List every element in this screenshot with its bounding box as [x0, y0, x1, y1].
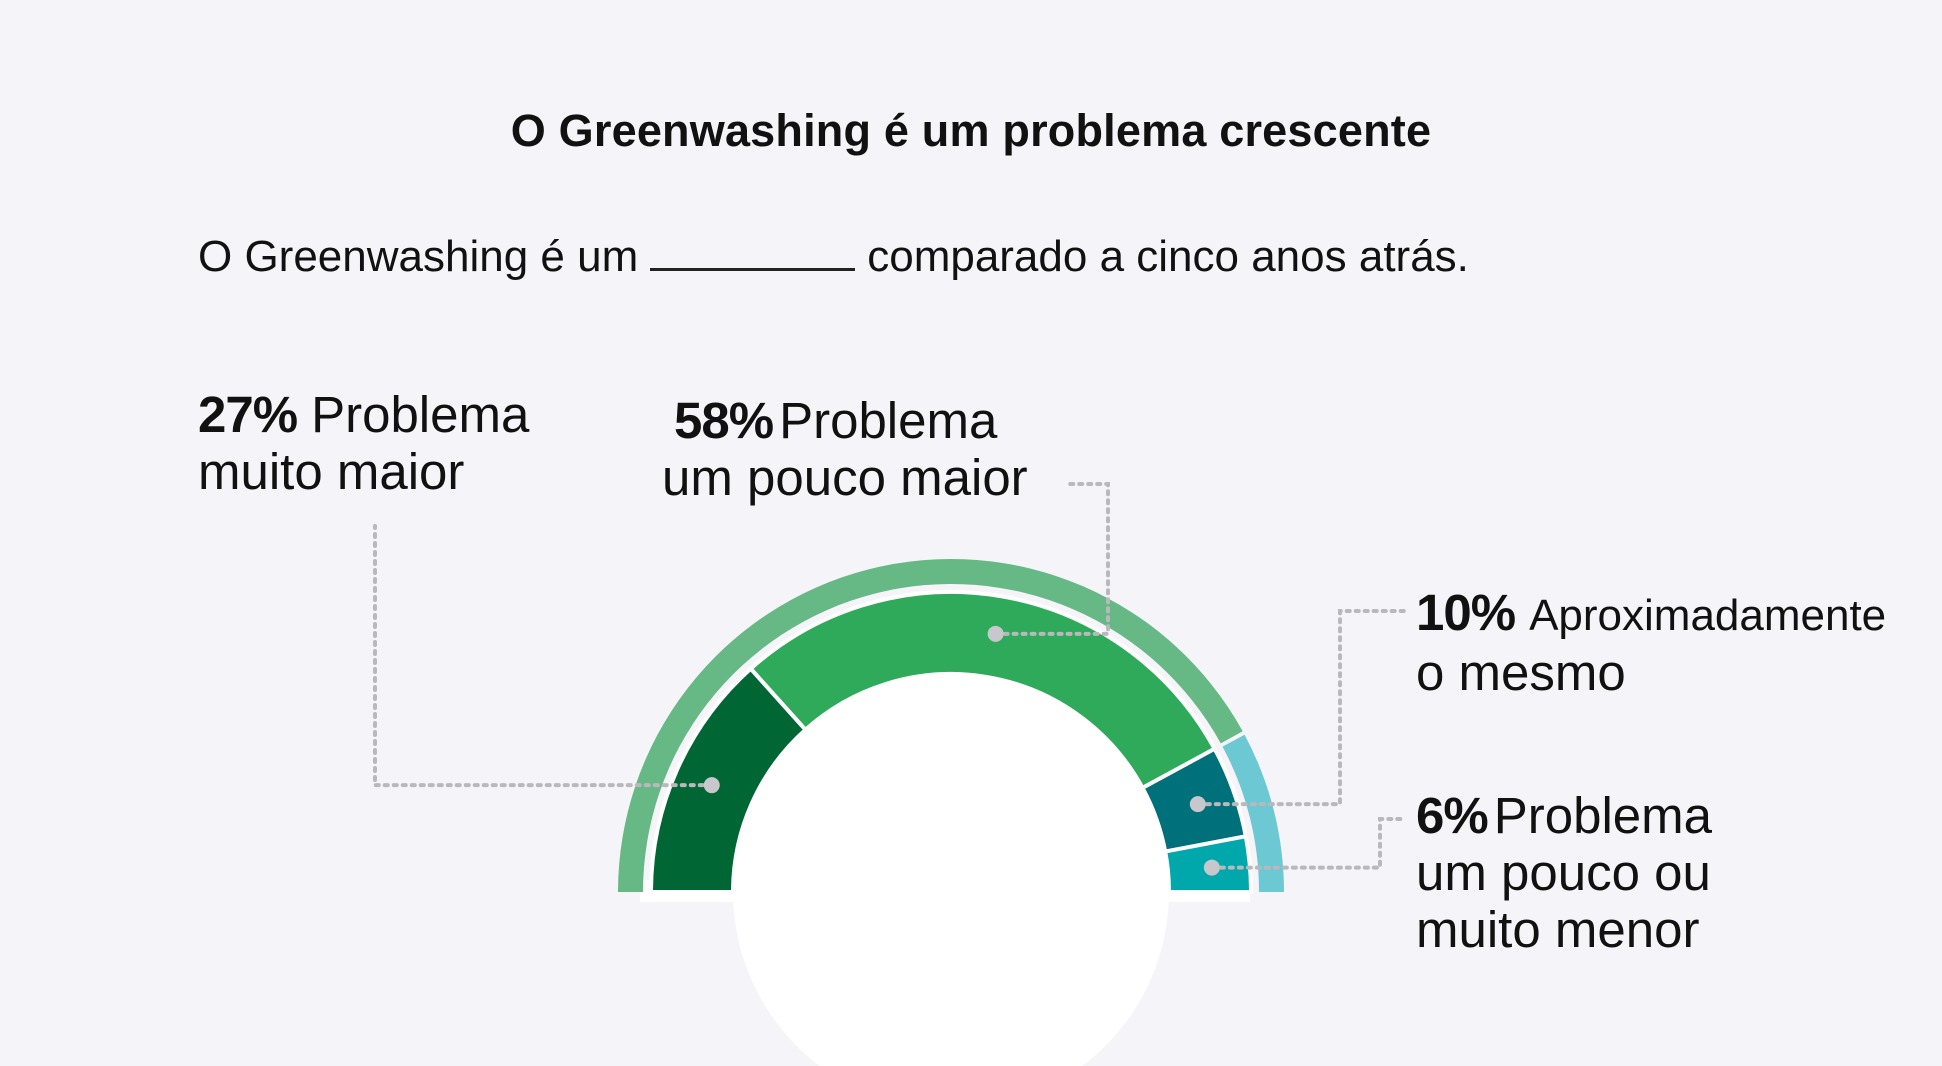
leader-dot-2 — [987, 625, 1004, 642]
leader-dot-1 — [703, 777, 720, 794]
leader-line-1 — [373, 524, 714, 788]
question-text-after: comparado a cinco anos atrás. — [867, 232, 1469, 281]
label-menor: 6% Problema um pouco ou muito menor — [1416, 787, 1712, 958]
label-menor-line1: Problema — [1493, 787, 1712, 844]
label-pouco-maior-line2: um pouco maior — [662, 449, 1028, 506]
label-mesmo-line2: o mesmo — [1416, 644, 1626, 701]
label-muito-maior-pct: 27% — [198, 386, 298, 443]
chart-title: O Greenwashing é um problema crescente — [510, 105, 1432, 156]
label-menor-line3: muito menor — [1416, 901, 1700, 958]
label-pouco-maior-pct: 58% — [674, 392, 774, 449]
label-mesmo: 10% Aproximadamente o mesmo — [1416, 584, 1886, 701]
survey-question: O Greenwashing é um comparado a cinco ano… — [198, 232, 1469, 282]
label-muito-maior: 27% Problema muito maior — [198, 386, 529, 500]
outer-ring-smaller — [1222, 734, 1284, 892]
label-pouco-maior: 58% Problema um pouco maior — [662, 392, 1028, 506]
question-blank — [650, 234, 856, 271]
label-muito-maior-line1: Problema — [311, 386, 530, 443]
label-pouco-maior-line1: Problema — [779, 392, 998, 449]
leader-dot-4 — [1203, 859, 1220, 876]
donut-hole — [733, 674, 1169, 1066]
leader-line-4 — [1209, 817, 1407, 870]
leader-line-3 — [1195, 609, 1407, 807]
label-menor-line2: um pouco ou — [1416, 844, 1711, 901]
leader-line-2 — [993, 482, 1110, 636]
label-muito-maior-line2: muito maior — [198, 443, 465, 500]
question-text-before: O Greenwashing é um — [198, 232, 639, 281]
label-mesmo-pct: 10% — [1416, 584, 1516, 641]
leader-lines — [373, 482, 1407, 876]
label-menor-pct: 6% — [1416, 787, 1489, 844]
leader-dot-3 — [1189, 796, 1206, 813]
label-mesmo-line1: Aproximadamente — [1529, 591, 1887, 640]
outer-ring — [618, 558, 1284, 892]
